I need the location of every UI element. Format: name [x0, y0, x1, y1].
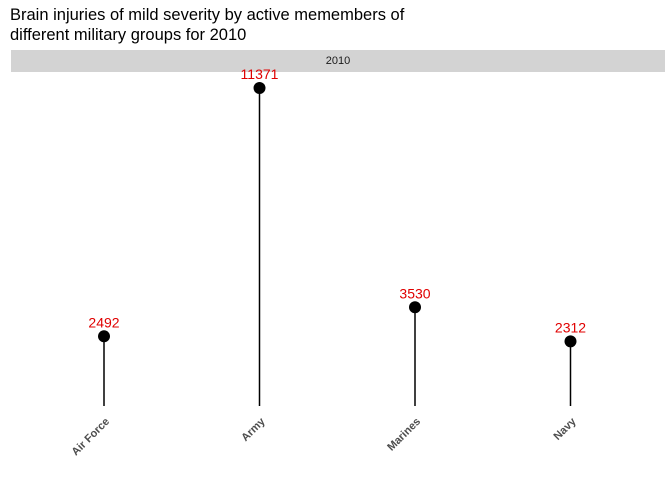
facet-strip: 2010	[11, 50, 665, 72]
x-tick-label-marines: Marines	[385, 416, 423, 454]
x-tick-label-navy: Navy	[552, 415, 580, 443]
point-army	[253, 82, 266, 94]
x-tick-label-air-force: Air Force	[69, 416, 112, 459]
chart-title-line-2: different military groups for 2010	[10, 26, 247, 44]
value-label-navy: 2312	[555, 319, 586, 335]
point-marines	[409, 301, 421, 314]
value-label-air-force: 2492	[88, 314, 119, 330]
facet-strip-label: 2010	[325, 55, 351, 67]
chart-title: Brain injuries of mild severity by activ…	[10, 5, 404, 45]
value-label-marines: 3530	[399, 285, 430, 301]
point-navy	[564, 335, 577, 348]
chart-title-line-1: Brain injuries of mild severity by activ…	[10, 6, 405, 24]
value-label-army: 11371	[241, 66, 279, 82]
point-air-force	[98, 330, 110, 343]
x-tick-label-army: Army	[239, 415, 268, 444]
